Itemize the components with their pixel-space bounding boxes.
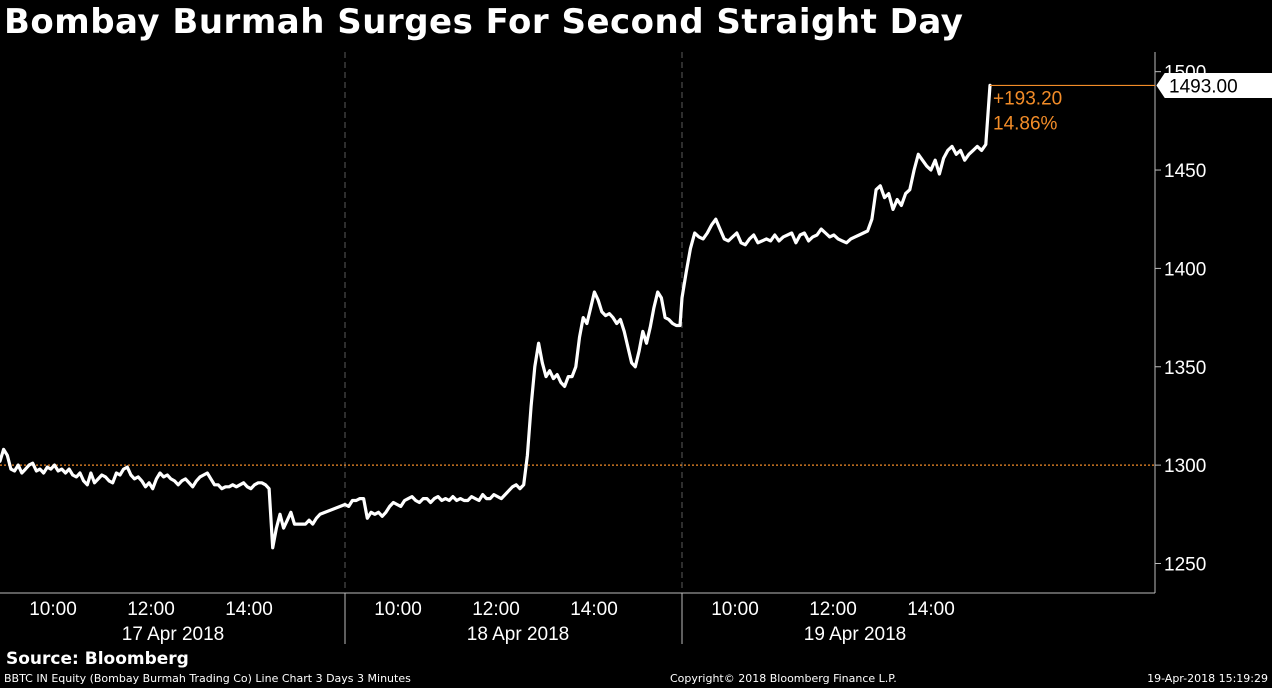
footer-timestamp: 19-Apr-2018 15:19:29	[1147, 672, 1268, 685]
y-tick-label: 1250	[1164, 554, 1206, 575]
last-price-badge	[1156, 72, 1272, 98]
x-tick-label: 10:00	[374, 599, 422, 620]
x-tick-label: 10:00	[711, 599, 759, 620]
day-label: 17 Apr 2018	[122, 624, 224, 645]
footer-security-description: BBTC IN Equity (Bombay Burmah Trading Co…	[4, 672, 411, 685]
x-tick-label: 12:00	[809, 599, 857, 620]
y-tick-label: 1350	[1164, 358, 1206, 379]
footer-copyright: Copyright© 2018 Bloomberg Finance L.P.	[670, 672, 897, 685]
last-price-label: 1493.00	[1169, 76, 1238, 97]
day-label: 18 Apr 2018	[467, 624, 569, 645]
y-tick-label: 1450	[1164, 161, 1206, 182]
source-label: Source: Bloomberg	[6, 649, 189, 669]
x-tick-label: 14:00	[225, 599, 273, 620]
price-line	[0, 83, 992, 550]
change-label: +193.20	[993, 88, 1062, 109]
x-tick-label: 12:00	[127, 599, 175, 620]
y-tick-label: 1300	[1164, 456, 1206, 477]
day-label: 19 Apr 2018	[804, 624, 906, 645]
x-tick-label: 10:00	[29, 599, 77, 620]
x-tick-label: 12:00	[472, 599, 520, 620]
x-tick-label: 14:00	[570, 599, 618, 620]
chart-title: Bombay Burmah Surges For Second Straight…	[4, 2, 964, 42]
y-tick-label: 1400	[1164, 259, 1206, 280]
change-pct-label: 14.86%	[993, 113, 1058, 134]
x-tick-label: 14:00	[907, 599, 955, 620]
